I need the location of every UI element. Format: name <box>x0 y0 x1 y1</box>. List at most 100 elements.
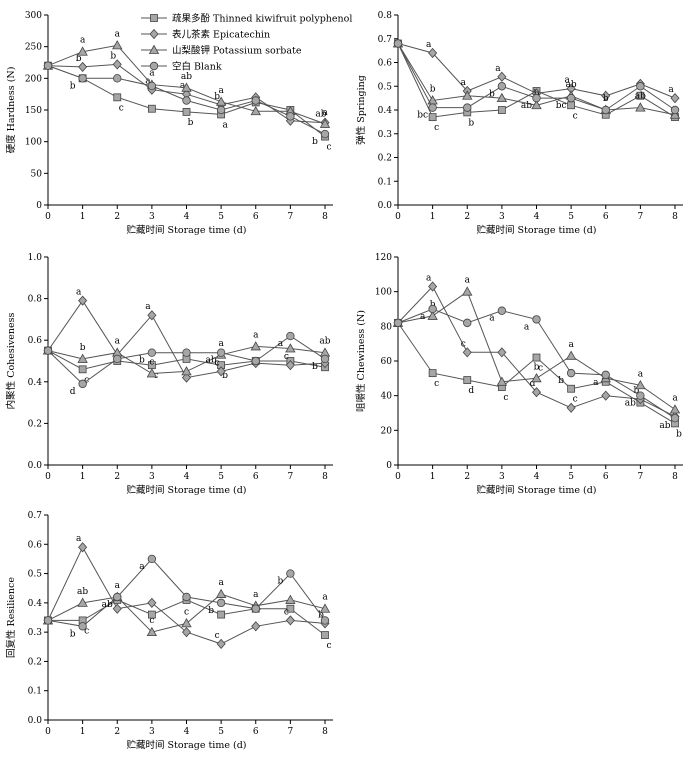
y-tick-label: 0.1 <box>28 687 42 697</box>
axes: 0 50 100 150 200 250 300 0 1 2 3 4 5 6 7 8 <box>25 11 333 222</box>
data-point-blank <box>251 96 260 105</box>
x-tick-label: 0 <box>45 212 51 222</box>
data-point-epicatechin <box>78 542 88 553</box>
x-tick-label: 5 <box>568 212 574 222</box>
significance-label-blank: ab <box>102 600 113 610</box>
data-point-polyphenol <box>463 376 472 384</box>
data-point-blank <box>216 348 226 357</box>
data-point-blank <box>428 304 437 314</box>
significance-label-polyphenol: a <box>222 120 228 130</box>
significance-label-polyphenol: c <box>434 123 439 133</box>
x-tick-label: 5 <box>568 472 574 482</box>
x-tick-label: 5 <box>218 727 224 737</box>
x-tick-label: 8 <box>322 212 328 222</box>
y-tick-label: 0.6 <box>28 336 43 346</box>
legend-label-blank: 空白 Blank <box>172 61 222 73</box>
y-tick-label: 0 <box>386 461 392 471</box>
x-tick-label: 7 <box>288 212 294 222</box>
chewiness-chart: 0 20 40 60 80 100 120 0 1 2 3 4 5 6 7 8 贮藏时间 Storage tim… <box>355 253 683 496</box>
data-point-blank <box>216 598 226 608</box>
data-point-polyphenol <box>286 604 295 613</box>
data-point-blank <box>182 592 191 602</box>
y-tick-label: 0.8 <box>378 11 393 21</box>
x-axis-title: 贮藏时间 Storage time (d) <box>127 739 247 751</box>
x-tick-label: 7 <box>638 472 644 482</box>
y-tick-label: 0.5 <box>28 570 43 580</box>
significance-label-sorbate: a <box>218 86 224 96</box>
data-point-blank <box>532 93 541 103</box>
data-point-epicatechin <box>78 61 88 73</box>
x-tick-label: 7 <box>288 727 294 737</box>
y-axis-title: 硬度 Hardness (N) <box>5 67 17 154</box>
significance-label-sorbate: b <box>603 94 609 104</box>
x-tick-label: 3 <box>499 212 505 222</box>
data-point-sorbate <box>427 310 438 320</box>
data-point-epicatechin <box>216 638 226 649</box>
y-tick-label: 0 <box>36 201 42 211</box>
y-tick-label: 300 <box>25 11 42 21</box>
data-point-polyphenol <box>147 104 156 113</box>
y-tick-label: 0.5 <box>378 82 393 92</box>
axes: 0.0 0.1 0.2 0.3 0.4 0.5 0.6 0.7 0 1 2 3 4 5 6 7 8 <box>28 511 333 737</box>
y-tick-label: 1.0 <box>28 253 43 263</box>
x-tick-label: 6 <box>603 472 609 482</box>
significance-label-polyphenol: c <box>326 641 331 651</box>
data-point-blank <box>320 129 330 139</box>
data-point-epicatechin <box>566 402 576 413</box>
significance-label-epicatechin: a <box>76 534 82 544</box>
x-tick-label: 2 <box>464 472 470 482</box>
y-tick-label: 80 <box>381 322 393 332</box>
data-point-sorbate <box>462 286 473 296</box>
data-point-polyphenol <box>428 113 437 122</box>
x-tick-label: 3 <box>499 472 505 482</box>
data-point-blank <box>251 604 260 613</box>
x-tick-label: 0 <box>395 212 401 222</box>
data-point-blank <box>393 39 403 48</box>
y-tick-label: 200 <box>25 74 42 84</box>
significance-label-blank: b <box>277 577 283 587</box>
y-tick-label: 100 <box>25 138 42 148</box>
data-point-polyphenol <box>78 365 87 374</box>
y-tick-label: 0.3 <box>378 130 393 140</box>
data-point-blank <box>497 82 507 91</box>
y-tick-label: 250 <box>25 43 42 53</box>
significance-label-blank: a <box>593 378 599 388</box>
data-point-blank <box>113 354 122 364</box>
significance-label-epicatechin: d <box>530 379 536 389</box>
significance-label-sorbate: b <box>80 343 86 353</box>
data-point-sorbate <box>77 46 88 56</box>
data-point-epicatechin <box>531 387 542 398</box>
significance-label-sorbate: a <box>80 36 86 46</box>
x-tick-label: 1 <box>430 472 436 482</box>
significance-label-epicatechin: b <box>214 92 220 102</box>
y-tick-label: 0.0 <box>28 461 43 471</box>
cohesiveness-chart: 0.0 0.2 0.4 0.6 0.8 1.0 0 1 2 3 4 5 6 7 8 贮藏时间 Storage … <box>5 253 333 496</box>
y-tick-label: 0.4 <box>28 378 43 388</box>
y-axis-title: 回复性 Resilience <box>5 577 17 658</box>
y-tick-label: 40 <box>381 392 393 402</box>
x-tick-label: 2 <box>114 472 120 482</box>
significance-label-epicatechin: c <box>284 352 289 362</box>
data-point-blank <box>320 354 330 364</box>
significance-label-sorbate: ab <box>181 72 192 82</box>
data-point-blank <box>428 103 437 112</box>
series-polyphenol: c bc <box>394 39 679 133</box>
significance-label-sorbate: a <box>322 108 328 118</box>
significance-label-epicatechin: a <box>495 64 501 74</box>
data-point-sorbate <box>462 90 473 100</box>
x-axis-title: 贮藏时间 Storage time (d) <box>127 484 247 496</box>
legend-marker-epicatechin <box>149 28 159 40</box>
significance-label-blank: a <box>420 312 426 322</box>
legend: 疏果多酚 Thinned kiwifruit polyphenol 表儿茶素 Ep… <box>141 13 352 73</box>
significance-label-blank: ab <box>521 101 532 111</box>
significance-label-blank: a <box>489 314 495 324</box>
data-point-epicatechin <box>497 71 507 82</box>
y-tick-label: 150 <box>25 106 42 116</box>
significance-label-blank: b <box>489 89 495 99</box>
x-tick-label: 3 <box>149 212 155 222</box>
x-tick-label: 4 <box>534 212 540 222</box>
significance-label-blank: b <box>70 629 76 639</box>
significance-label-epicatechin: a <box>668 85 674 95</box>
data-point-blank <box>636 391 645 400</box>
